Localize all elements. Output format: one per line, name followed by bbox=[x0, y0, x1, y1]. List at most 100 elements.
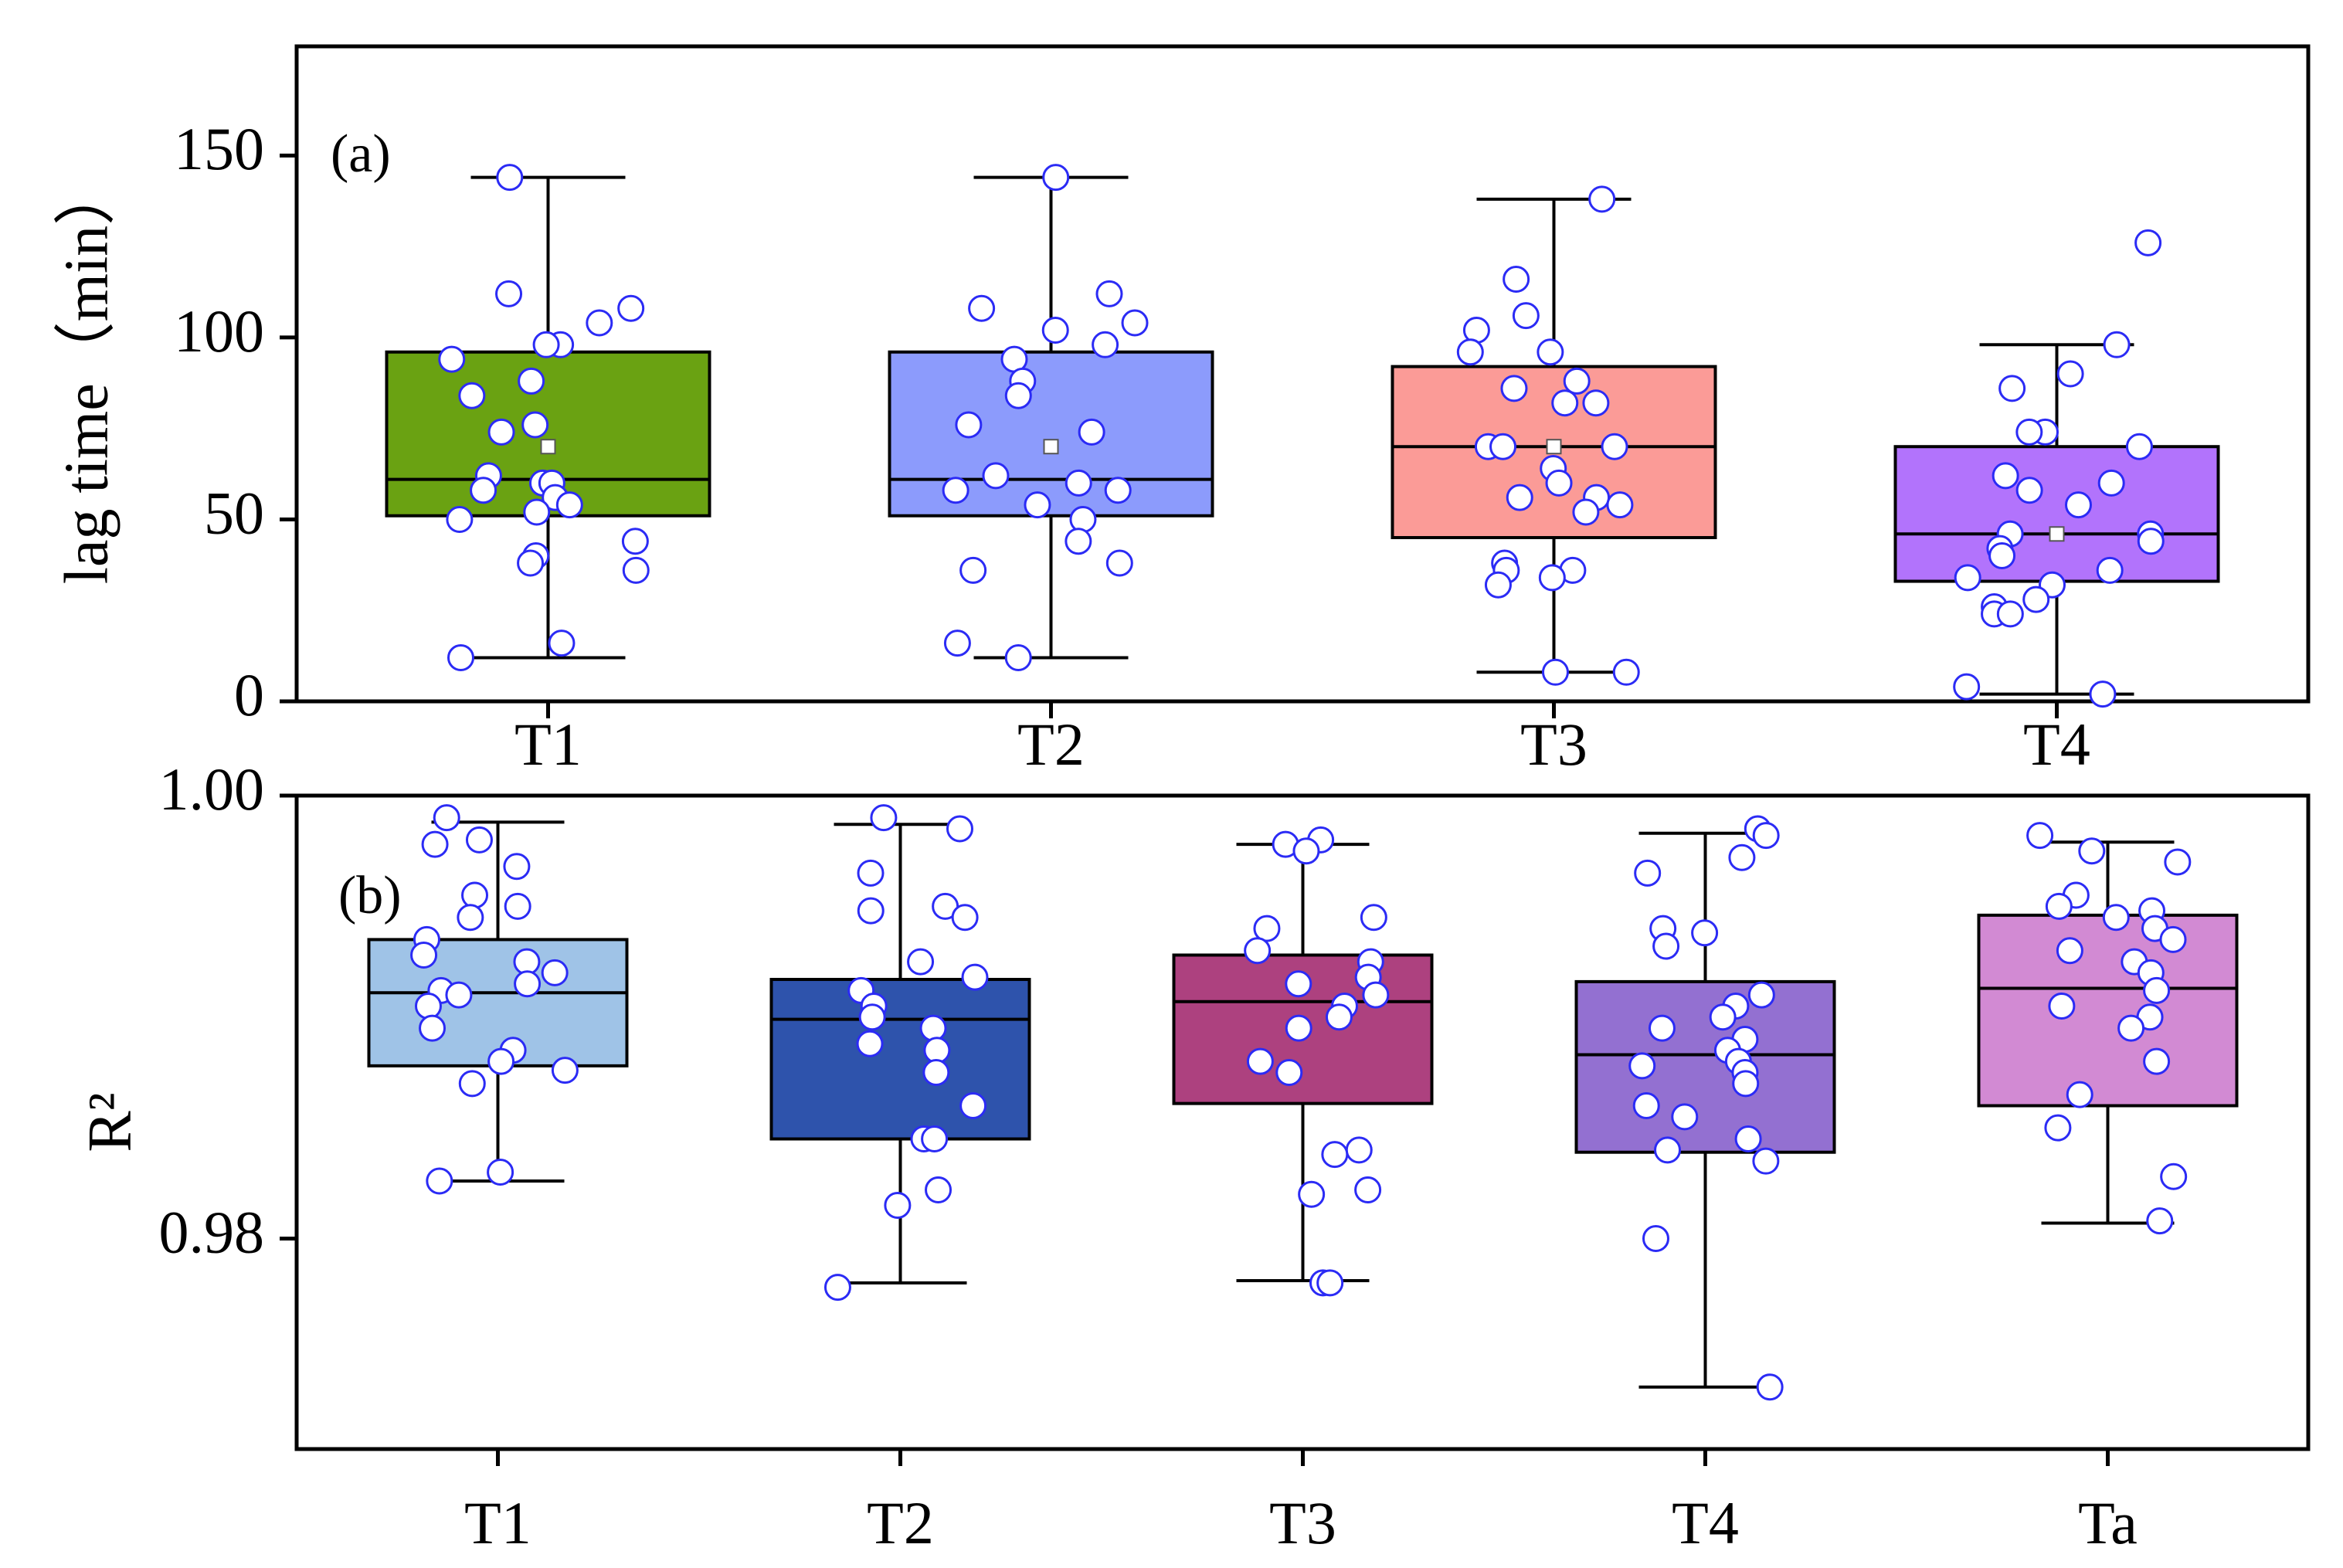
data-point bbox=[884, 1192, 912, 1220]
data-point bbox=[1732, 1070, 1760, 1098]
data-point bbox=[2056, 360, 2084, 388]
data-point bbox=[518, 367, 545, 395]
data-point bbox=[1321, 1141, 1349, 1169]
panel-label: (a) bbox=[331, 124, 391, 184]
data-point bbox=[1121, 309, 1149, 337]
box-group-t3: T3 bbox=[1391, 185, 1717, 778]
data-point bbox=[2026, 822, 2054, 850]
data-point bbox=[1345, 1136, 1373, 1164]
data-point bbox=[421, 830, 449, 858]
x-tick-label: T1 bbox=[514, 711, 582, 778]
plot-frame bbox=[294, 44, 2311, 704]
data-point bbox=[2056, 937, 2083, 965]
data-point bbox=[2097, 469, 2125, 497]
data-point bbox=[1246, 1047, 1274, 1075]
box-group-t1: T1 bbox=[385, 164, 711, 778]
data-point bbox=[1628, 1052, 1656, 1080]
panel-a: 0 50 100 150 lag time（min） (a) T1 T2 T3 T4 bbox=[53, 44, 2311, 778]
data-point bbox=[1954, 564, 1981, 592]
data-point bbox=[555, 491, 583, 519]
data-point bbox=[1752, 1147, 1780, 1175]
box-group-t2: T2 bbox=[888, 164, 1214, 778]
data-point bbox=[1004, 382, 1032, 409]
data-point bbox=[1503, 266, 1530, 294]
data-point bbox=[461, 881, 489, 909]
data-point bbox=[1582, 389, 1610, 417]
data-point bbox=[2065, 491, 2093, 519]
data-point bbox=[2015, 418, 2043, 446]
data-point bbox=[1092, 331, 1119, 358]
data-point bbox=[1065, 469, 1092, 497]
data-point bbox=[2089, 680, 2117, 708]
data-point bbox=[2137, 528, 2165, 555]
data-point bbox=[1104, 477, 1132, 504]
data-point bbox=[921, 1125, 949, 1153]
box-group-t4: T4 bbox=[1893, 229, 2220, 778]
data-point bbox=[923, 1037, 951, 1064]
mean-marker bbox=[2049, 526, 2065, 542]
data-point bbox=[532, 331, 560, 358]
data-point bbox=[1078, 418, 1105, 446]
data-point bbox=[1601, 433, 1628, 460]
data-point bbox=[1572, 498, 1600, 526]
data-point bbox=[1953, 673, 1981, 701]
data-point bbox=[1500, 375, 1528, 402]
data-point bbox=[470, 477, 497, 504]
data-point bbox=[2164, 848, 2192, 876]
data-point bbox=[1253, 915, 1281, 942]
data-point bbox=[857, 897, 885, 925]
box-iqr bbox=[1977, 913, 2239, 1108]
box-group-ta: Ta bbox=[1977, 822, 2239, 1556]
data-point bbox=[504, 892, 531, 920]
y-axis-title: R² bbox=[76, 1092, 144, 1152]
data-point bbox=[982, 462, 1010, 490]
data-point bbox=[1069, 505, 1097, 533]
data-point bbox=[465, 826, 493, 854]
data-point bbox=[617, 294, 645, 322]
data-point bbox=[870, 804, 898, 832]
data-point bbox=[1652, 932, 1680, 960]
data-point bbox=[968, 294, 996, 322]
data-point bbox=[1642, 1225, 1669, 1253]
mean-marker bbox=[1043, 439, 1059, 455]
data-point bbox=[551, 1057, 579, 1084]
data-point bbox=[2044, 1114, 2072, 1142]
data-point bbox=[523, 498, 551, 526]
data-point bbox=[495, 280, 523, 307]
data-point bbox=[1996, 600, 2024, 628]
data-point bbox=[1563, 367, 1591, 395]
x-tick-label: T4 bbox=[1672, 1489, 1739, 1556]
data-point bbox=[1691, 919, 1719, 947]
data-point bbox=[2160, 1162, 2188, 1190]
data-point bbox=[621, 528, 649, 555]
data-point bbox=[1484, 571, 1512, 599]
data-point bbox=[1065, 528, 1092, 555]
box-group-t1: T1 bbox=[367, 804, 629, 1556]
data-point bbox=[1632, 1091, 1660, 1119]
data-point bbox=[942, 477, 969, 504]
box-iqr bbox=[888, 350, 1214, 518]
y-axis-title: lag time（min） bbox=[53, 164, 121, 584]
data-point bbox=[1728, 843, 1756, 871]
data-point bbox=[1988, 542, 2016, 570]
data-point bbox=[1456, 338, 1484, 366]
y-tick-label: 1.00 bbox=[159, 755, 265, 823]
x-tick-label: T1 bbox=[464, 1489, 531, 1556]
box-iqr bbox=[769, 978, 1031, 1141]
data-point bbox=[457, 904, 484, 932]
box-group-t4: T4 bbox=[1574, 815, 1836, 1556]
data-point bbox=[2143, 976, 2171, 1004]
data-point bbox=[2103, 331, 2131, 358]
data-point bbox=[1244, 937, 1272, 965]
data-point bbox=[1095, 280, 1123, 307]
data-point bbox=[1024, 491, 1051, 519]
data-point bbox=[1292, 837, 1320, 865]
data-point bbox=[1709, 1003, 1737, 1031]
data-point bbox=[856, 1030, 884, 1057]
data-point bbox=[1105, 549, 1133, 577]
data-point bbox=[458, 1070, 486, 1098]
data-point bbox=[1537, 338, 1564, 366]
data-point bbox=[1634, 859, 1662, 887]
data-point bbox=[447, 643, 474, 671]
data-point bbox=[2134, 229, 2162, 256]
